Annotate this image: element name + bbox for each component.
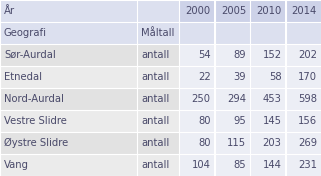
Bar <box>250 132 285 154</box>
Bar <box>0 154 137 176</box>
Text: antall: antall <box>142 50 170 60</box>
Text: 453: 453 <box>263 94 282 104</box>
Text: 294: 294 <box>227 94 246 104</box>
Text: 80: 80 <box>198 116 211 126</box>
Bar <box>0 88 137 110</box>
Bar <box>215 154 250 176</box>
Text: 104: 104 <box>192 160 211 170</box>
Text: 39: 39 <box>233 72 246 82</box>
Text: antall: antall <box>142 138 170 148</box>
Text: Nord-Aurdal: Nord-Aurdal <box>4 94 64 104</box>
Bar <box>179 44 214 66</box>
Text: Øystre Slidre: Øystre Slidre <box>4 138 68 148</box>
Bar <box>250 22 285 44</box>
Text: 156: 156 <box>298 116 317 126</box>
Bar <box>215 66 250 88</box>
Text: 22: 22 <box>198 72 211 82</box>
Bar <box>179 66 214 88</box>
Bar <box>179 0 214 22</box>
Text: 2014: 2014 <box>292 6 317 16</box>
Text: 54: 54 <box>198 50 211 60</box>
Text: antall: antall <box>142 160 170 170</box>
Text: År: År <box>4 6 15 16</box>
Bar <box>286 0 321 22</box>
Bar <box>215 88 250 110</box>
Bar <box>215 22 250 44</box>
Bar <box>286 132 321 154</box>
Bar <box>215 0 250 22</box>
Bar <box>138 88 179 110</box>
Text: 2000: 2000 <box>186 6 211 16</box>
Bar <box>215 110 250 132</box>
Bar <box>138 132 179 154</box>
Text: 2005: 2005 <box>221 6 246 16</box>
Bar <box>286 66 321 88</box>
Bar <box>250 0 285 22</box>
Bar <box>286 110 321 132</box>
Text: Vestre Slidre: Vestre Slidre <box>4 116 67 126</box>
Bar <box>179 88 214 110</box>
Text: 144: 144 <box>263 160 282 170</box>
Text: 152: 152 <box>262 50 282 60</box>
Text: 2010: 2010 <box>256 6 282 16</box>
Text: antall: antall <box>142 116 170 126</box>
Bar <box>138 22 179 44</box>
Bar <box>215 132 250 154</box>
Bar <box>138 66 179 88</box>
Text: 598: 598 <box>298 94 317 104</box>
Bar <box>286 88 321 110</box>
Text: antall: antall <box>142 72 170 82</box>
Bar <box>250 44 285 66</box>
Text: 85: 85 <box>233 160 246 170</box>
Text: 231: 231 <box>298 160 317 170</box>
Bar <box>138 0 179 22</box>
Text: antall: antall <box>142 94 170 104</box>
Text: 115: 115 <box>227 138 246 148</box>
Bar <box>286 154 321 176</box>
Bar <box>250 66 285 88</box>
Bar <box>138 110 179 132</box>
Bar <box>0 110 137 132</box>
Text: 95: 95 <box>233 116 246 126</box>
Bar <box>138 44 179 66</box>
Text: Geografi: Geografi <box>4 28 47 38</box>
Bar <box>250 154 285 176</box>
Bar <box>138 154 179 176</box>
Text: 170: 170 <box>298 72 317 82</box>
Bar <box>0 22 137 44</box>
Text: 269: 269 <box>298 138 317 148</box>
Bar <box>286 22 321 44</box>
Bar <box>215 44 250 66</box>
Bar <box>0 0 137 22</box>
Text: Måltall: Måltall <box>142 28 175 38</box>
Text: 202: 202 <box>298 50 317 60</box>
Bar <box>0 66 137 88</box>
Text: 145: 145 <box>263 116 282 126</box>
Text: Vang: Vang <box>4 160 29 170</box>
Bar <box>0 44 137 66</box>
Text: Sør-Aurdal: Sør-Aurdal <box>4 50 56 60</box>
Bar <box>250 88 285 110</box>
Text: 58: 58 <box>269 72 282 82</box>
Bar <box>179 132 214 154</box>
Bar <box>250 110 285 132</box>
Text: 250: 250 <box>192 94 211 104</box>
Bar <box>179 22 214 44</box>
Text: 203: 203 <box>263 138 282 148</box>
Text: 89: 89 <box>233 50 246 60</box>
Bar <box>0 132 137 154</box>
Text: Etnedal: Etnedal <box>4 72 42 82</box>
Bar <box>179 110 214 132</box>
Text: 80: 80 <box>198 138 211 148</box>
Bar <box>179 154 214 176</box>
Bar <box>286 44 321 66</box>
